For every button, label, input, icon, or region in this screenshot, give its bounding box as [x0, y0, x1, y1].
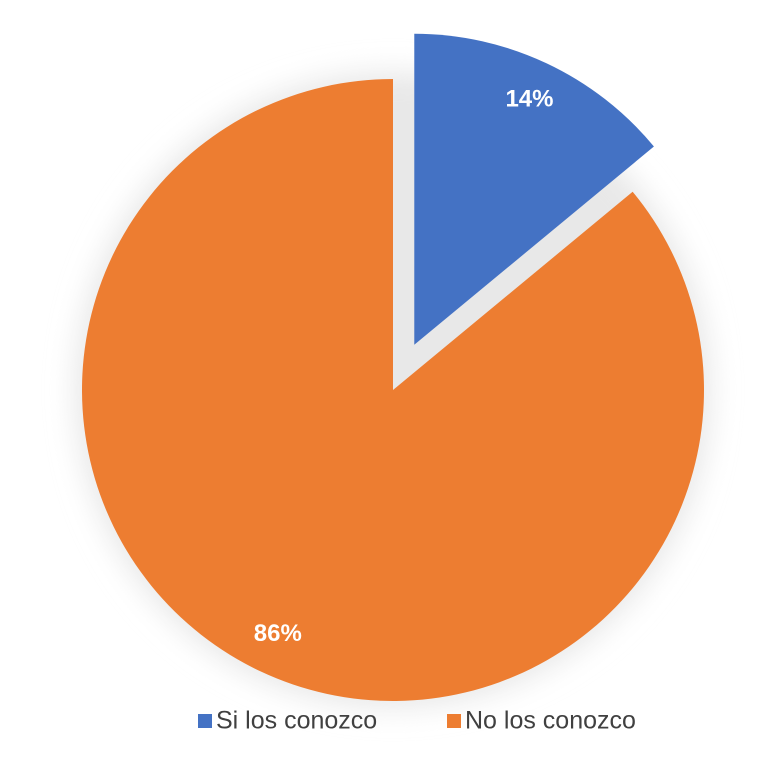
data-label: 14%: [505, 85, 553, 112]
legend-swatch: [198, 714, 212, 728]
legend-label: Si los conozco: [216, 707, 377, 735]
pie-slice: [82, 79, 705, 701]
data-label: 86%: [254, 620, 302, 647]
pie-slice: [414, 33, 654, 345]
legend-label: No los conozco: [465, 707, 636, 735]
legend-swatch: [447, 714, 461, 728]
